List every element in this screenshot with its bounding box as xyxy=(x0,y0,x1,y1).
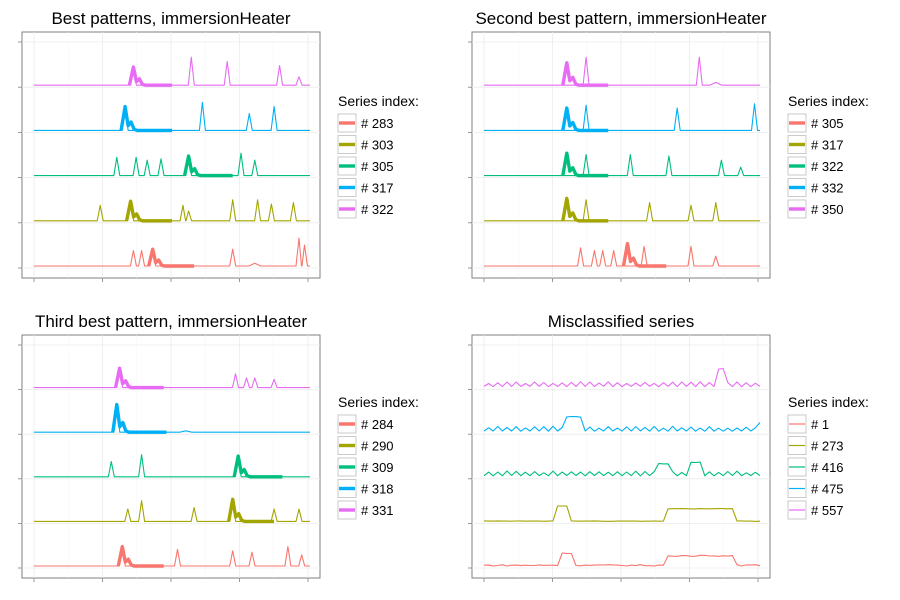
series-line xyxy=(483,415,761,432)
legend-item: # 350 xyxy=(787,199,844,219)
pattern-highlight xyxy=(621,241,667,268)
legend-title: Series index: xyxy=(338,394,419,410)
pattern-highlight xyxy=(561,106,609,133)
legend-label: # 318 xyxy=(361,482,394,497)
legend-item: # 322 xyxy=(787,156,844,176)
legend-label: # 303 xyxy=(361,138,394,153)
legend-item: # 309 xyxy=(337,457,394,477)
series-line xyxy=(34,498,310,522)
pattern-highlight xyxy=(113,366,164,390)
legend-label: # 273 xyxy=(811,439,844,454)
pattern-highlight xyxy=(561,196,609,223)
legend-label: # 317 xyxy=(811,138,844,153)
legend-label: # 284 xyxy=(361,417,394,432)
series-line xyxy=(484,245,760,267)
series-line xyxy=(483,367,761,388)
pattern-highlight xyxy=(127,65,172,87)
legend-label: # 557 xyxy=(811,503,844,518)
legend-item: # 416 xyxy=(787,457,844,477)
chart-panel-3: Third best pattern, immersionHeater Serie… xyxy=(18,312,419,582)
legend-label: # 283 xyxy=(361,116,394,131)
series-line xyxy=(483,505,761,522)
pattern-highlight xyxy=(116,544,164,568)
legend-label: # 350 xyxy=(811,202,844,217)
legend-item: # 1 xyxy=(787,414,829,434)
pattern-highlight xyxy=(227,497,275,524)
legend-label: # 475 xyxy=(811,482,844,497)
legend-label: # 290 xyxy=(361,439,394,454)
legend-label: # 305 xyxy=(811,116,844,131)
legend-item: # 322 xyxy=(337,199,394,219)
legend-label: # 317 xyxy=(361,181,394,196)
chart-title: Third best pattern, immersionHeater xyxy=(35,312,307,331)
legend-item: # 283 xyxy=(337,113,394,133)
legend-item: # 557 xyxy=(787,500,844,520)
legend-label: # 416 xyxy=(811,460,844,475)
legend-label: # 322 xyxy=(811,159,844,174)
pattern-highlight xyxy=(561,61,609,87)
series-line xyxy=(484,154,760,177)
chart-panel-1: Best patterns, immersionHeater Series ind… xyxy=(18,9,419,282)
pattern-highlight xyxy=(147,247,195,268)
chart-title: Second best pattern, immersionHeater xyxy=(475,9,766,28)
legend-item: # 303 xyxy=(337,135,394,154)
pattern-highlight xyxy=(124,199,172,223)
chart-panel-2: Second best pattern, immersionHeater Seri… xyxy=(468,9,869,282)
legend-item: # 317 xyxy=(787,135,844,154)
chart-title: Best patterns, immersionHeater xyxy=(51,9,290,28)
series-line xyxy=(34,237,310,267)
pattern-highlight xyxy=(182,154,233,178)
chart-title: Misclassified series xyxy=(548,312,694,331)
series-line xyxy=(483,552,761,567)
legend-item: # 318 xyxy=(337,479,394,498)
legend-title: Series index: xyxy=(338,93,419,109)
legend-label: # 1 xyxy=(811,417,829,432)
legend-item: # 284 xyxy=(337,414,394,434)
legend-title: Series index: xyxy=(788,93,869,109)
legend-title: Series index: xyxy=(788,394,869,410)
legend-item: # 317 xyxy=(337,178,394,197)
legend-label: # 322 xyxy=(361,202,394,217)
legend-item: # 475 xyxy=(787,479,844,498)
series-line xyxy=(484,103,760,131)
legend-label: # 305 xyxy=(361,159,394,174)
series-line xyxy=(483,461,761,477)
legend-item: # 305 xyxy=(787,113,844,133)
series-line xyxy=(484,199,760,222)
series-line xyxy=(34,152,310,177)
pattern-highlight xyxy=(561,151,609,178)
legend-label: # 309 xyxy=(361,460,394,475)
legend-item: # 290 xyxy=(337,436,394,455)
legend-label: # 332 xyxy=(811,181,844,196)
legend-item: # 305 xyxy=(337,156,394,176)
legend-label: # 331 xyxy=(361,503,394,518)
pattern-highlight xyxy=(119,104,172,133)
pattern-highlight xyxy=(111,402,167,434)
legend-item: # 273 xyxy=(787,436,844,455)
legend-item: # 332 xyxy=(787,178,844,197)
legend-item: # 331 xyxy=(337,500,394,520)
chart-panel-4: Misclassified series Series index: # 1 # 27… xyxy=(468,312,869,582)
pattern-highlight xyxy=(232,454,283,479)
series-line xyxy=(484,56,760,86)
